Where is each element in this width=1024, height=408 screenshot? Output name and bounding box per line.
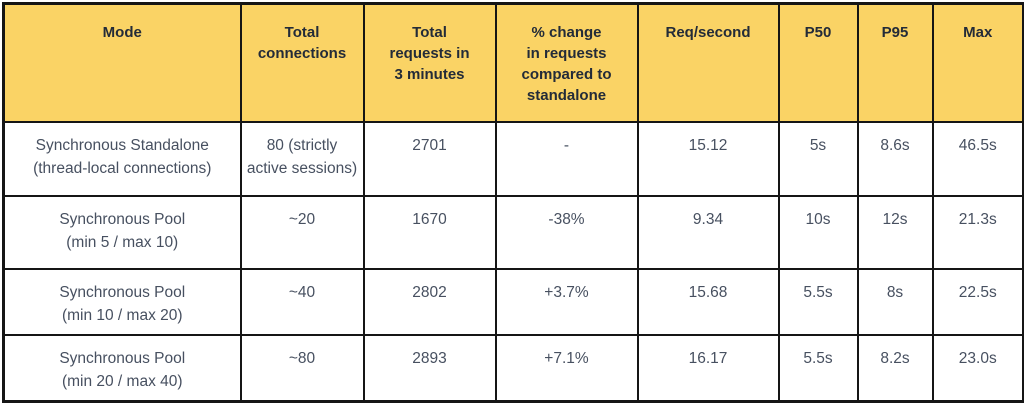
cell-mode: Synchronous Standalone (thread-local con… (2, 120, 242, 197)
cell-p50: 5s (777, 120, 859, 197)
cell-p95: 8.6s (856, 120, 934, 197)
cell-mode: Synchronous Pool (min 10 / max 20) (2, 267, 242, 336)
header-cell-p50: P50 (777, 2, 859, 123)
cell-p50: 5.5s (777, 267, 859, 336)
cell-p95: 8s (856, 267, 934, 336)
cell-total-connections: ~80 (239, 333, 365, 403)
header-row: Mode Total connections Total requests in… (2, 2, 1024, 123)
table-row: Synchronous Pool (min 5 / max 10) ~20 16… (2, 194, 1024, 270)
header-cell-pct-change: % change in requests compared to standal… (494, 2, 639, 123)
cell-pct-change: -38% (494, 194, 639, 270)
cell-pct-change: - (494, 120, 639, 197)
cell-total-requests: 1670 (362, 194, 497, 270)
header-cell-p95: P95 (856, 2, 934, 123)
cell-max: 21.3s (931, 194, 1024, 270)
header-cell-total-requests: Total requests in 3 minutes (362, 2, 497, 123)
cell-p50: 5.5s (777, 333, 859, 403)
cell-total-requests: 2893 (362, 333, 497, 403)
cell-p95: 12s (856, 194, 934, 270)
cell-req-per-second: 16.17 (636, 333, 780, 403)
cell-pct-change: +3.7% (494, 267, 639, 336)
cell-total-connections: ~40 (239, 267, 365, 336)
cell-total-requests: 2701 (362, 120, 497, 197)
cell-max: 46.5s (931, 120, 1024, 197)
table-row: Synchronous Standalone (thread-local con… (2, 120, 1024, 197)
header-cell-total-connections: Total connections (239, 2, 365, 123)
table-row: Synchronous Pool (min 20 / max 40) ~80 2… (2, 333, 1024, 403)
cell-total-connections: ~20 (239, 194, 365, 270)
cell-p95: 8.2s (856, 333, 934, 403)
header-cell-mode: Mode (2, 2, 242, 123)
cell-max: 23.0s (931, 333, 1024, 403)
header-cell-max: Max (931, 2, 1024, 123)
cell-req-per-second: 15.12 (636, 120, 780, 197)
header-cell-req-per-second: Req/second (636, 2, 780, 123)
cell-total-requests: 2802 (362, 267, 497, 336)
cell-mode: Synchronous Pool (min 5 / max 10) (2, 194, 242, 270)
table-row: Synchronous Pool (min 10 / max 20) ~40 2… (2, 267, 1024, 336)
cell-req-per-second: 15.68 (636, 267, 780, 336)
cell-mode: Synchronous Pool (min 20 / max 40) (2, 333, 242, 403)
cell-req-per-second: 9.34 (636, 194, 780, 270)
cell-p50: 10s (777, 194, 859, 270)
cell-max: 22.5s (931, 267, 1024, 336)
cell-pct-change: +7.1% (494, 333, 639, 403)
cell-total-connections: 80 (strictly active sessions) (239, 120, 365, 197)
